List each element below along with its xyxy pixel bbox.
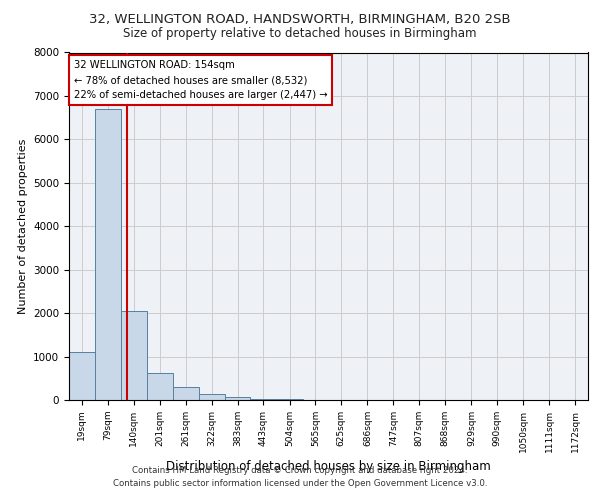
Bar bbox=[121, 311, 147, 400]
Bar bbox=[69, 352, 95, 400]
Text: 32 WELLINGTON ROAD: 154sqm
← 78% of detached houses are smaller (8,532)
22% of s: 32 WELLINGTON ROAD: 154sqm ← 78% of deta… bbox=[74, 60, 328, 100]
X-axis label: Distribution of detached houses by size in Birmingham: Distribution of detached houses by size … bbox=[166, 460, 491, 473]
Text: Contains HM Land Registry data © Crown copyright and database right 2024.
Contai: Contains HM Land Registry data © Crown c… bbox=[113, 466, 487, 487]
Text: Size of property relative to detached houses in Birmingham: Size of property relative to detached ho… bbox=[123, 28, 477, 40]
Text: 32, WELLINGTON ROAD, HANDSWORTH, BIRMINGHAM, B20 2SB: 32, WELLINGTON ROAD, HANDSWORTH, BIRMING… bbox=[89, 12, 511, 26]
Y-axis label: Number of detached properties: Number of detached properties bbox=[17, 138, 28, 314]
Bar bbox=[250, 398, 277, 400]
Bar bbox=[147, 373, 173, 400]
Bar bbox=[225, 396, 250, 400]
Bar bbox=[173, 387, 199, 400]
Bar bbox=[95, 109, 121, 400]
Bar bbox=[277, 398, 302, 400]
Bar bbox=[199, 394, 225, 400]
